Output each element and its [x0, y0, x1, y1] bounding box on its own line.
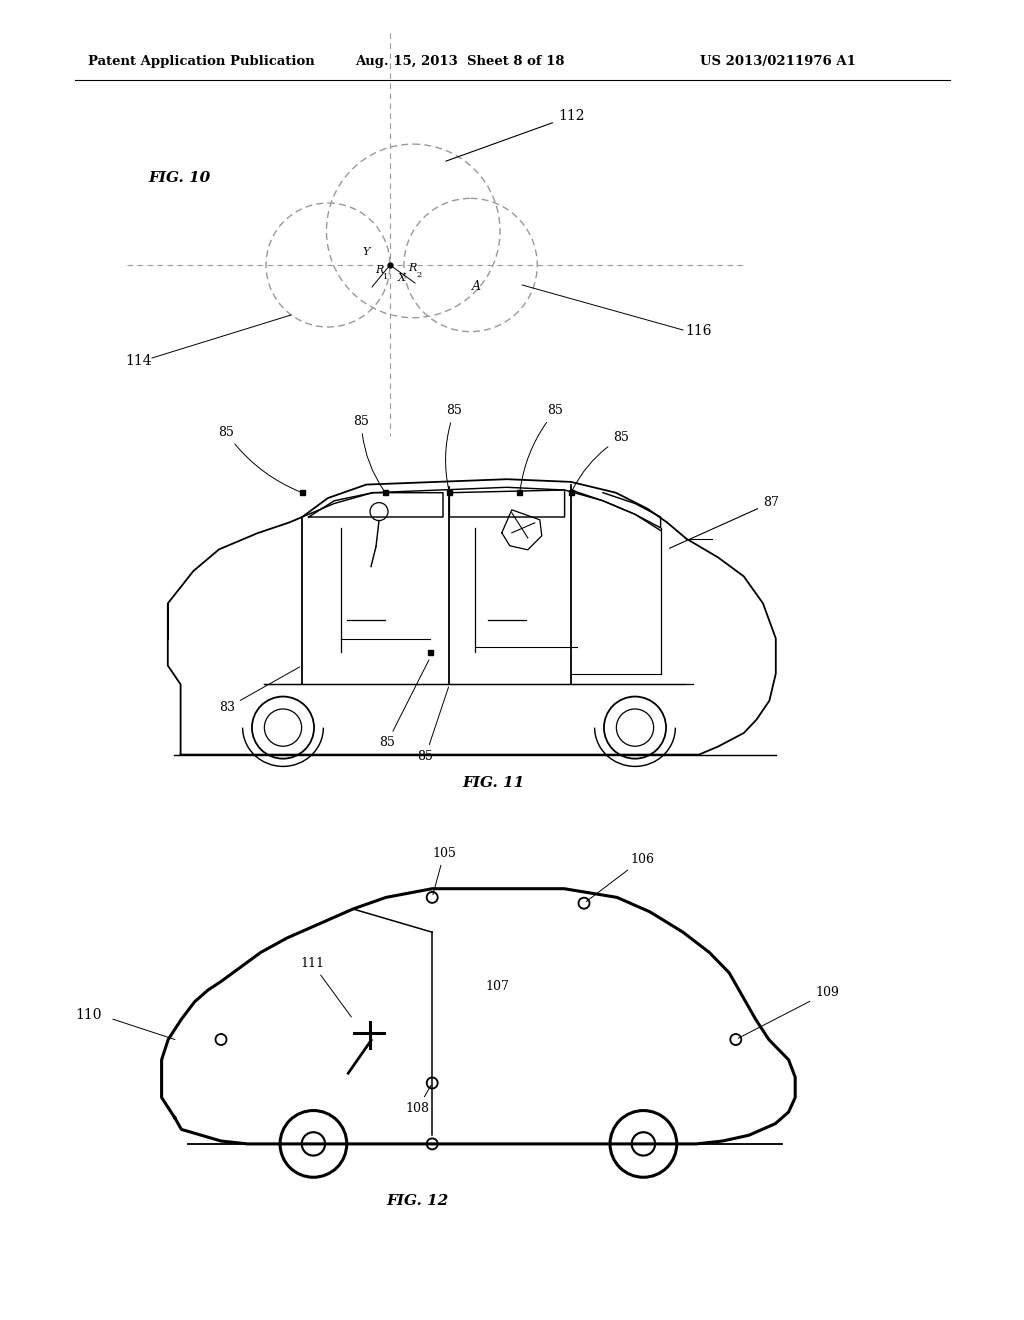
Text: R: R: [375, 265, 383, 275]
Text: 85: 85: [418, 686, 449, 763]
Text: 116: 116: [685, 323, 712, 338]
Text: Aug. 15, 2013  Sheet 8 of 18: Aug. 15, 2013 Sheet 8 of 18: [355, 55, 564, 69]
Text: 107: 107: [485, 981, 509, 993]
Text: US 2013/0211976 A1: US 2013/0211976 A1: [700, 55, 856, 69]
Text: X: X: [398, 273, 406, 282]
Text: 108: 108: [406, 1085, 431, 1115]
Circle shape: [610, 1110, 677, 1177]
Text: 112: 112: [445, 110, 585, 161]
Text: 2: 2: [416, 271, 421, 279]
Text: 105: 105: [432, 847, 456, 895]
Text: FIG. 10: FIG. 10: [148, 172, 210, 185]
Text: 85: 85: [353, 416, 384, 491]
Circle shape: [280, 1110, 347, 1177]
Text: 106: 106: [586, 853, 654, 902]
Text: 85: 85: [520, 404, 563, 490]
Text: 83: 83: [219, 667, 300, 714]
Text: R: R: [408, 263, 417, 273]
Bar: [300, 490, 305, 495]
Text: 111: 111: [300, 957, 351, 1016]
Bar: [428, 649, 433, 655]
Text: A: A: [472, 280, 481, 293]
Text: 85: 85: [379, 660, 429, 750]
Text: 110: 110: [75, 1008, 101, 1022]
Text: Patent Application Publication: Patent Application Publication: [88, 55, 314, 69]
Text: 85: 85: [445, 404, 463, 490]
Text: 85: 85: [218, 426, 300, 491]
Text: FIG. 12: FIG. 12: [386, 1193, 449, 1208]
Bar: [517, 490, 522, 495]
Bar: [383, 490, 388, 495]
Text: Y: Y: [362, 247, 370, 257]
Text: 87: 87: [670, 496, 779, 548]
Text: 114: 114: [125, 354, 152, 368]
Bar: [568, 490, 573, 495]
Text: 109: 109: [738, 986, 839, 1039]
Bar: [446, 490, 452, 495]
Text: 85: 85: [572, 432, 629, 490]
Text: FIG. 11: FIG. 11: [462, 776, 524, 789]
Text: 1: 1: [383, 273, 388, 281]
